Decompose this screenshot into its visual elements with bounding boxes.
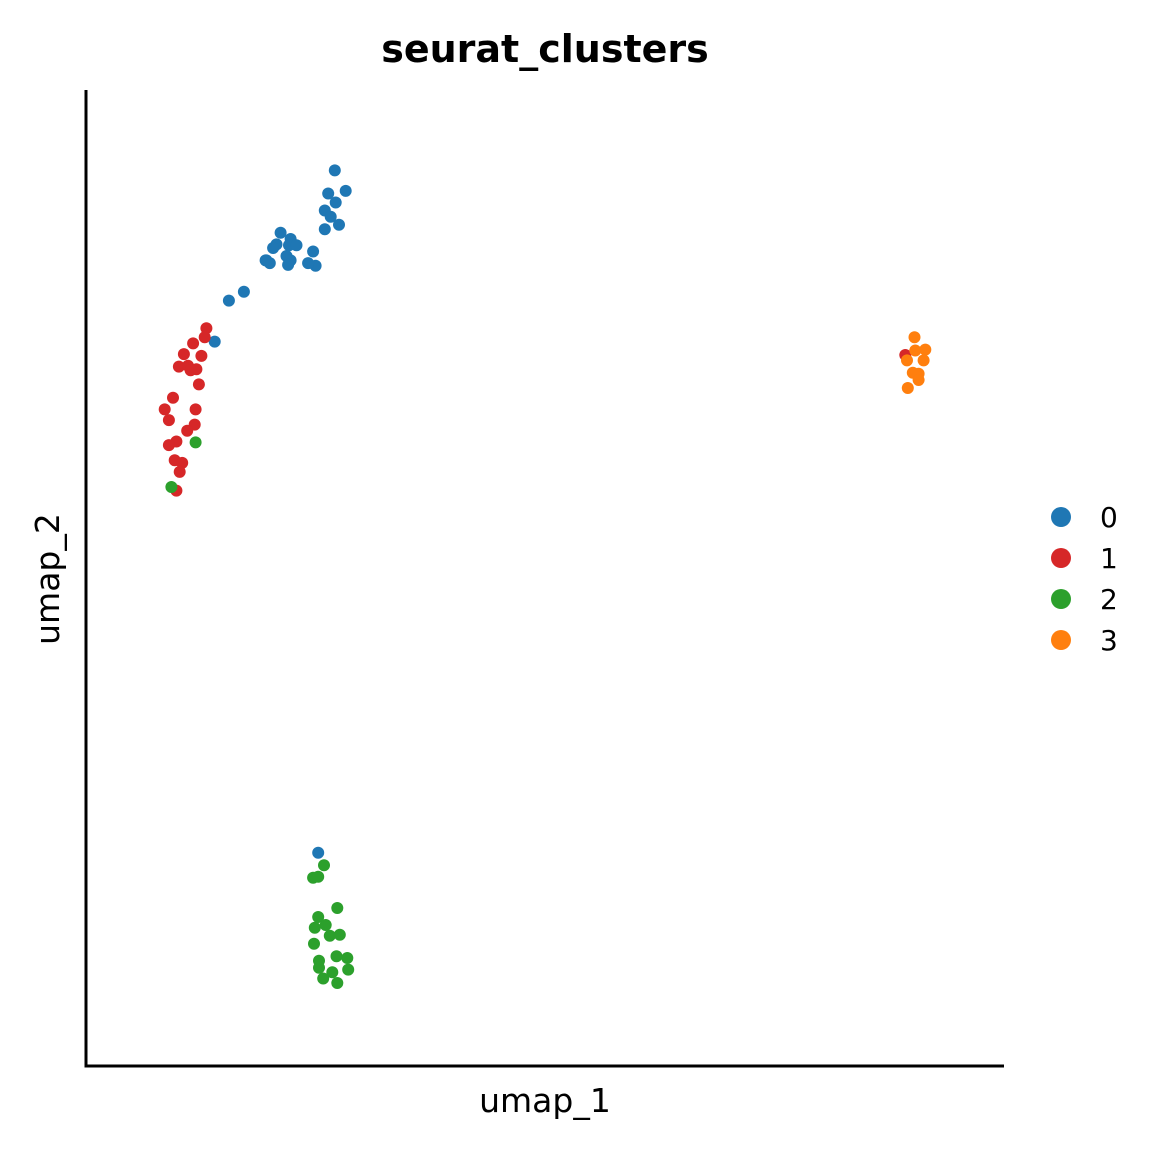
point-cluster-2-19 bbox=[331, 977, 344, 989]
point-cluster-3-0 bbox=[908, 331, 921, 344]
point-cluster-0-8 bbox=[274, 226, 287, 239]
point-cluster-1-20 bbox=[173, 465, 186, 478]
point-cluster-2-1 bbox=[165, 481, 178, 493]
point-cluster-0-3 bbox=[329, 196, 342, 209]
point-cluster-0-24 bbox=[237, 285, 250, 298]
point-cluster-2-7 bbox=[319, 919, 332, 931]
legend-item-0: 0 bbox=[1051, 501, 1118, 534]
point-cluster-1-12 bbox=[189, 403, 202, 416]
series-0 bbox=[208, 164, 352, 859]
legend-marker-0 bbox=[1051, 507, 1071, 527]
point-cluster-2-5 bbox=[331, 902, 344, 914]
point-cluster-3-2 bbox=[919, 343, 932, 356]
point-cluster-2-15 bbox=[313, 961, 325, 974]
series-1 bbox=[158, 322, 912, 497]
legend-label-1: 1 bbox=[1100, 542, 1118, 575]
series-3 bbox=[901, 331, 932, 394]
point-cluster-1-15 bbox=[181, 424, 194, 437]
point-cluster-2-4 bbox=[312, 870, 325, 883]
legend-item-2: 2 bbox=[1051, 583, 1118, 616]
point-cluster-1-11 bbox=[158, 403, 171, 416]
legend-label-2: 2 bbox=[1100, 583, 1118, 616]
point-cluster-1-2 bbox=[187, 337, 200, 350]
point-cluster-1-9 bbox=[192, 378, 205, 391]
point-cluster-2-18 bbox=[317, 972, 330, 985]
point-cluster-0-21 bbox=[260, 254, 273, 267]
legend-marker-2 bbox=[1051, 589, 1071, 609]
point-cluster-2-17 bbox=[326, 966, 339, 979]
series-2 bbox=[165, 436, 355, 989]
point-cluster-0-20 bbox=[282, 258, 295, 271]
point-cluster-3-4 bbox=[917, 354, 930, 367]
point-cluster-0-26 bbox=[312, 846, 325, 859]
legend-item-1: 1 bbox=[1051, 542, 1118, 575]
point-cluster-2-11 bbox=[308, 937, 320, 950]
point-cluster-1-3 bbox=[177, 348, 190, 361]
point-cluster-1-0 bbox=[200, 322, 213, 335]
legend: 0 1 2 3 bbox=[1051, 501, 1118, 657]
point-cluster-0-14 bbox=[307, 245, 320, 258]
point-cluster-2-6 bbox=[312, 911, 325, 923]
x-axis-label: umap_1 bbox=[479, 1081, 611, 1120]
point-cluster-3-1 bbox=[909, 344, 922, 357]
point-cluster-0-25 bbox=[208, 335, 221, 348]
legend-marker-3 bbox=[1051, 630, 1071, 650]
legend-label-3: 3 bbox=[1100, 624, 1118, 657]
point-cluster-1-4 bbox=[195, 349, 208, 362]
point-cluster-3-8 bbox=[901, 382, 914, 394]
point-cluster-3-7 bbox=[912, 374, 925, 386]
legend-marker-1 bbox=[1051, 548, 1071, 568]
point-cluster-2-0 bbox=[189, 436, 202, 449]
point-cluster-0-6 bbox=[333, 218, 345, 231]
point-cluster-1-10 bbox=[167, 391, 179, 404]
point-cluster-1-13 bbox=[162, 414, 175, 427]
y-axis-label: umap_2 bbox=[28, 513, 67, 645]
point-cluster-0-13 bbox=[267, 242, 280, 254]
point-cluster-0-0 bbox=[328, 164, 341, 177]
point-cluster-0-22 bbox=[302, 257, 315, 270]
point-cluster-0-1 bbox=[339, 184, 352, 197]
legend-label-0: 0 bbox=[1100, 501, 1118, 534]
point-cluster-0-7 bbox=[318, 223, 331, 236]
point-cluster-0-12 bbox=[290, 239, 303, 252]
point-cluster-1-5 bbox=[172, 360, 185, 373]
chart-title: seurat_clusters bbox=[381, 27, 709, 71]
point-cluster-2-13 bbox=[341, 952, 354, 964]
point-cluster-1-1 bbox=[198, 331, 211, 344]
point-cluster-0-23 bbox=[222, 294, 235, 307]
point-cluster-2-2 bbox=[318, 859, 330, 872]
point-cluster-1-8 bbox=[184, 364, 197, 377]
points-layer bbox=[158, 164, 932, 989]
point-cluster-2-16 bbox=[342, 963, 355, 976]
point-cluster-2-8 bbox=[308, 921, 321, 934]
point-cluster-2-12 bbox=[330, 950, 343, 963]
point-cluster-2-9 bbox=[323, 929, 336, 942]
legend-item-3: 3 bbox=[1051, 624, 1118, 657]
point-cluster-1-17 bbox=[162, 439, 175, 452]
point-cluster-3-3 bbox=[901, 354, 913, 367]
point-cluster-0-5 bbox=[324, 210, 337, 223]
point-cluster-2-10 bbox=[333, 928, 346, 941]
point-cluster-1-19 bbox=[176, 456, 189, 469]
point-cluster-0-2 bbox=[322, 187, 335, 200]
